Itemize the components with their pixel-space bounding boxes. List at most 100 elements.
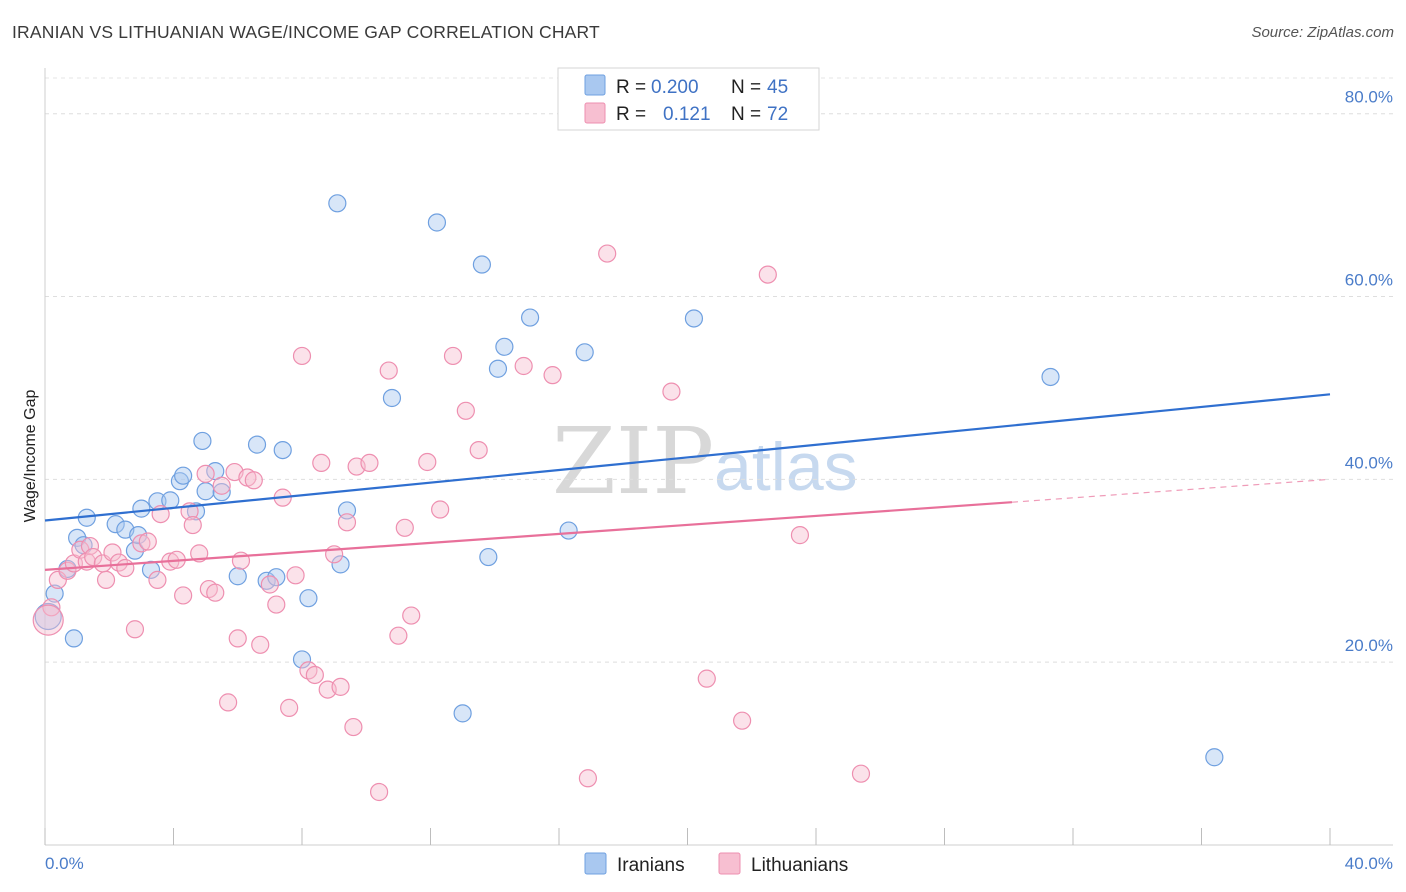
legend-r-label-iranians: R =	[616, 77, 646, 98]
lithuanians-trend-line	[44, 501, 1013, 571]
lithuanians-point	[370, 782, 389, 802]
series-legend-swatch-lithuanians	[718, 852, 741, 875]
lithuanians-point	[395, 518, 414, 537]
iranians-point	[382, 388, 402, 408]
lithuanians-point	[103, 543, 122, 562]
lithuanians-point	[790, 526, 810, 545]
lithuanians-point	[80, 536, 100, 556]
iranians-point	[575, 343, 594, 362]
iranians-point	[64, 629, 84, 648]
iranians-point	[299, 589, 318, 608]
lithuanians-point	[196, 464, 215, 483]
legend-swatch-iranians	[584, 74, 606, 96]
lithuanians-point	[578, 769, 598, 788]
lithuanians-point	[418, 452, 437, 472]
lithuanians-point	[379, 361, 398, 380]
lithuanians-point	[851, 764, 871, 783]
legend-r-label-lithuanians: R =	[616, 104, 646, 125]
lithuanians-point	[337, 513, 357, 532]
lithuanians-point	[292, 346, 312, 366]
lithuanians-point	[469, 441, 488, 460]
iranians-trend-line	[44, 393, 1331, 522]
iranians-point	[472, 255, 491, 274]
x-tick-label-min: 0.0%	[45, 854, 84, 873]
iranians-point	[68, 528, 87, 547]
lithuanians-point	[431, 500, 450, 519]
lithuanians-point	[96, 570, 116, 590]
iranians-point	[684, 309, 704, 328]
lithuanians-point	[148, 570, 167, 590]
iranians-point	[132, 499, 151, 518]
y-tick-label: 40.0%	[1345, 453, 1393, 472]
iranians-point	[331, 555, 350, 574]
legend-swatch-lithuanians	[584, 102, 606, 124]
lithuanians-point	[260, 575, 279, 594]
series-legend-label-lithuanians: Lithuanians	[751, 855, 848, 876]
y-axis-label: Wage/Income Gap	[22, 390, 39, 523]
y-tick-labels: 20.0% 40.0% 60.0% 80.0%	[1345, 88, 1393, 655]
legend-n-value-iranians: 45	[767, 77, 788, 98]
iranians-point	[212, 483, 231, 502]
lithuanians-point	[344, 717, 363, 737]
lithuanians-point	[331, 677, 350, 696]
lithuanians-point	[312, 453, 331, 472]
iranians-point	[106, 515, 125, 534]
watermark-zip: ZIP	[552, 408, 714, 515]
legend-n-value-lithuanians: 72	[767, 104, 788, 125]
lithuanians-point	[456, 401, 475, 420]
lithuanians-point	[543, 366, 562, 385]
lithuanians-point	[758, 265, 777, 284]
y-tick-label: 20.0%	[1345, 636, 1393, 655]
chart-title: IRANIAN VS LITHUANIAN WAGE/INCOME GAP CO…	[12, 22, 600, 42]
watermark-atlas: atlas	[714, 429, 858, 505]
iranians-point	[196, 482, 215, 501]
lithuanians-point	[360, 453, 379, 472]
series-legend: Iranians Lithuanians	[584, 852, 848, 876]
lithuanians-point	[443, 346, 463, 366]
stats-legend: R = 0.200 N = 45 R = 0.121 N = 72	[557, 67, 820, 131]
iranians-point	[292, 650, 312, 669]
lithuanians-point	[125, 620, 145, 639]
iranians-point	[267, 568, 286, 587]
lithuanians-point	[286, 566, 305, 585]
iranians-point	[34, 602, 62, 631]
x-tick-label-max: 40.0%	[1345, 854, 1393, 873]
series-legend-swatch-iranians	[584, 852, 607, 875]
legend-n-label-iranians: N =	[731, 77, 761, 98]
lithuanians-point	[697, 669, 716, 688]
iranians-point	[427, 213, 447, 232]
iranians-point	[520, 308, 540, 327]
lithuanians-point	[662, 382, 681, 401]
iranians-point	[273, 441, 292, 460]
iranians-point	[125, 541, 145, 560]
iranians-point	[174, 466, 193, 485]
lithuanians-point	[174, 586, 193, 605]
lithuanians-point	[402, 606, 421, 625]
lithuanians-point	[733, 711, 752, 730]
lithuanians-point	[228, 629, 247, 648]
lithuanians-point	[212, 476, 231, 495]
lithuanians-trend-extension	[1011, 478, 1331, 503]
iranians-point	[45, 584, 64, 603]
lithuanians-point	[514, 356, 533, 376]
axes	[44, 68, 1393, 846]
iranians-point	[1205, 748, 1224, 767]
iranians-point	[228, 567, 247, 586]
legend-n-label-lithuanians: N =	[731, 104, 761, 125]
iranians-point	[495, 337, 514, 356]
lithuanians-point	[206, 583, 225, 602]
lithuanians-point	[138, 532, 157, 551]
lithuanians-point	[244, 471, 263, 490]
lithuanians-point	[183, 515, 202, 535]
lithuanians-point	[305, 665, 324, 685]
iranians-point	[453, 704, 472, 723]
lithuanians-point	[58, 561, 77, 580]
source-label: Source: ZipAtlas.com	[1251, 24, 1394, 41]
iranians-point	[488, 359, 508, 378]
iranians-point	[328, 194, 347, 213]
iranians-point	[247, 435, 267, 454]
y-tick-label: 80.0%	[1345, 88, 1393, 107]
y-tick-label: 60.0%	[1345, 271, 1393, 290]
grid-lines	[45, 77, 1393, 663]
